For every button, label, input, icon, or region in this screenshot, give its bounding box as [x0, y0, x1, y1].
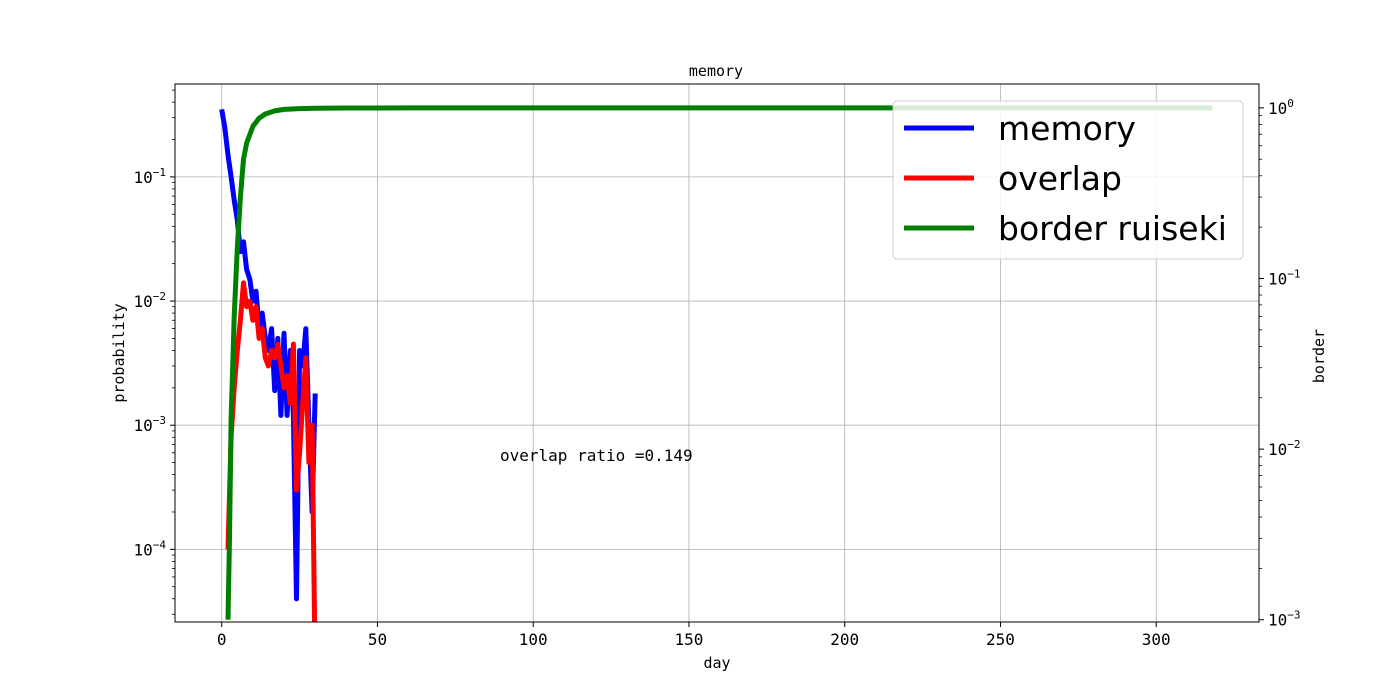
y-tick-label: 10−2	[133, 290, 166, 311]
x-tick-label: 250	[986, 630, 1015, 649]
legend-box	[892, 100, 1244, 260]
y-axis-label: probability	[110, 303, 128, 402]
series-line-border-ruiseki	[225, 105, 1213, 620]
x-tick-label: 50	[368, 630, 387, 649]
x-tick-label: 0	[217, 630, 227, 649]
series-lines	[219, 105, 1213, 622]
x-tick-label: 300	[1142, 630, 1171, 649]
x-axis-ticks: 0 50 100 150 200 250 300	[217, 622, 1171, 649]
x-tick-label: 200	[830, 630, 859, 649]
legend: memory overlap border ruiseki	[892, 100, 1244, 260]
y-tick-label: 10−3	[133, 414, 166, 435]
x-axis-label: day	[703, 654, 730, 672]
y2-tick-label: 10−2	[1268, 438, 1301, 459]
y2-axis-ticks: 10−3 10−2 10−1 100	[1259, 97, 1301, 630]
chart-title: memory	[689, 62, 743, 80]
series-line-overlap	[225, 280, 318, 622]
y-tick-label: 10−4	[133, 538, 166, 559]
y-axis-ticks: 10−4 10−3 10−2 10−1	[133, 89, 175, 615]
y2-tick-label: 100	[1268, 97, 1294, 118]
y2-tick-label: 10−3	[1268, 609, 1301, 630]
plot-area	[219, 105, 1213, 622]
y2-axis-label: border	[1310, 329, 1328, 383]
legend-label: overlap	[998, 159, 1122, 198]
legend-label: border ruiseki	[998, 209, 1227, 248]
x-tick-label: 150	[675, 630, 704, 649]
plot-frame	[174, 83, 1260, 623]
y2-tick-label: 10−1	[1268, 267, 1301, 288]
legend-label: memory	[998, 109, 1136, 148]
y-tick-label: 10−1	[133, 166, 166, 187]
overlap-ratio-annotation: overlap ratio =0.149	[500, 446, 693, 465]
x-tick-label: 100	[519, 630, 548, 649]
